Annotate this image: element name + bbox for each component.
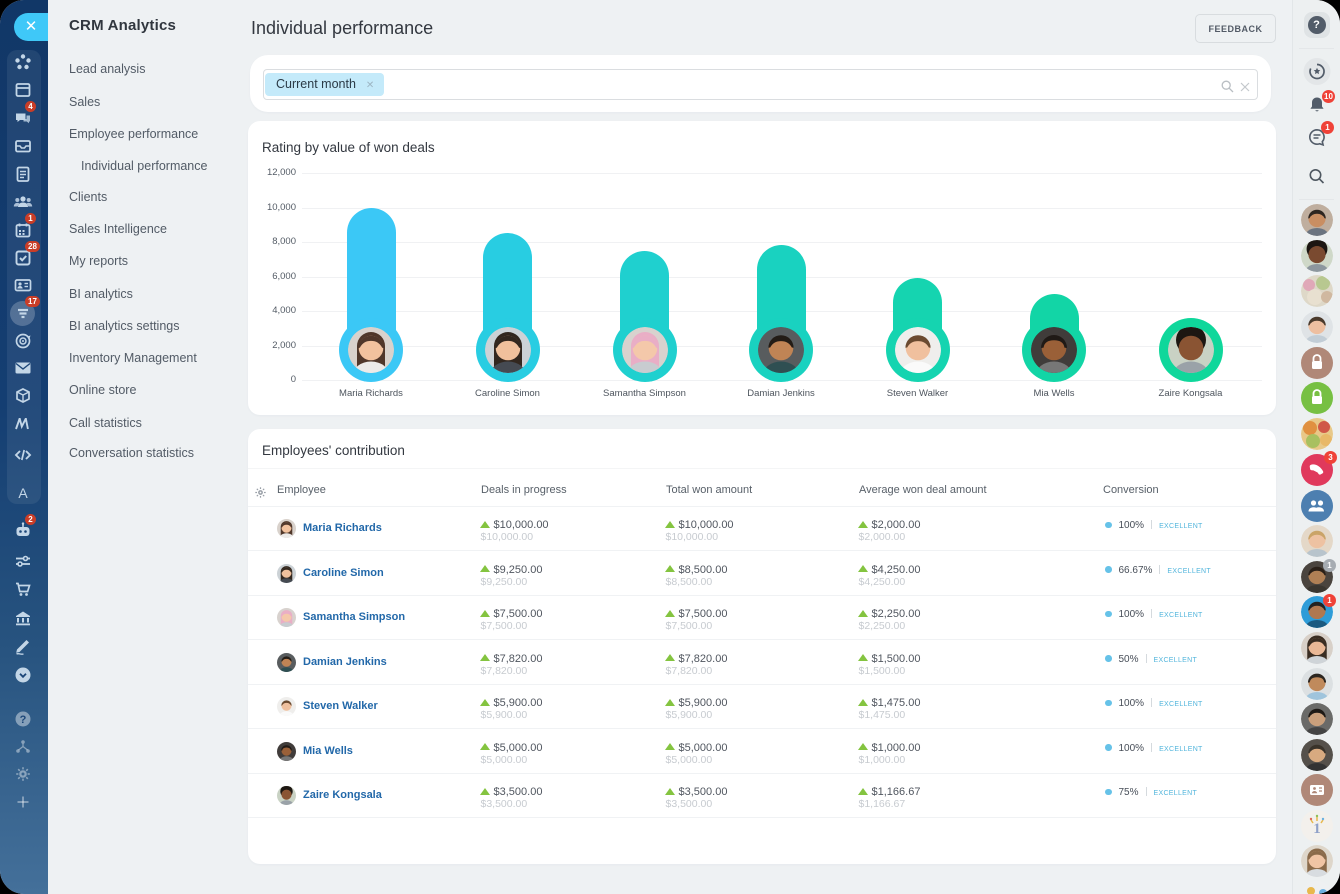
- svg-text:1: 1: [1313, 821, 1321, 837]
- svg-text:A: A: [18, 485, 28, 501]
- svg-text:?: ?: [20, 714, 27, 726]
